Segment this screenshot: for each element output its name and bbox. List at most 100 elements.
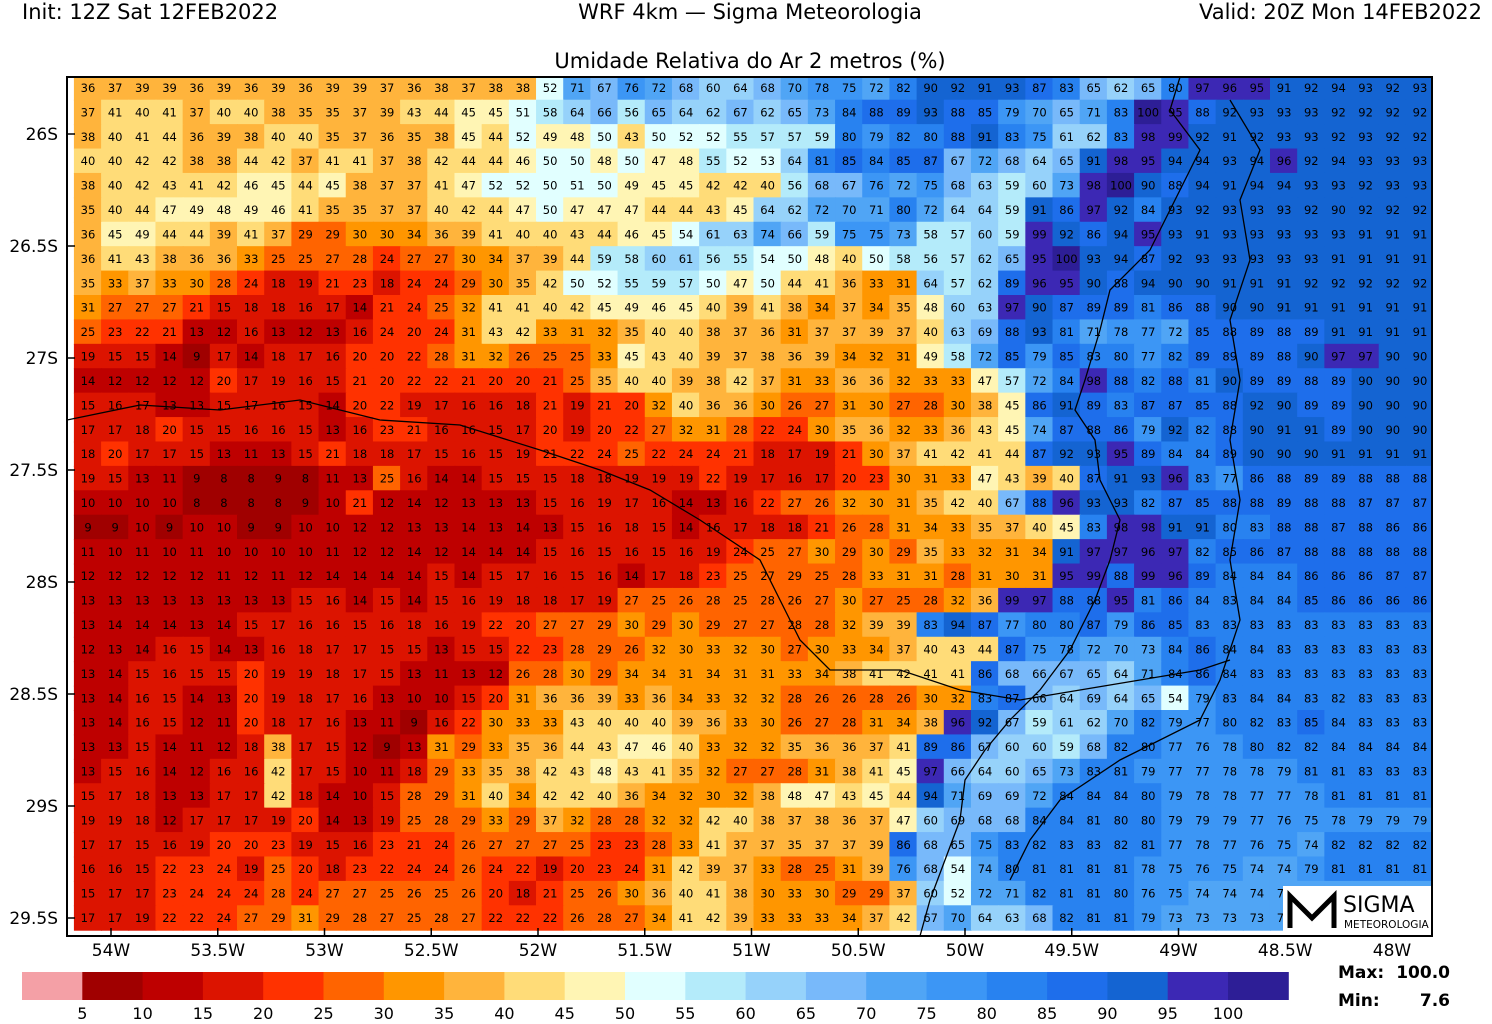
- cell-value: 52: [543, 81, 558, 95]
- cell-value: 21: [325, 276, 340, 290]
- cell-value: 27: [896, 398, 911, 412]
- field-cell: [427, 77, 456, 101]
- field-cell: [1106, 319, 1136, 345]
- cell-value: 42: [951, 496, 966, 510]
- cell-value: 80: [1141, 740, 1156, 754]
- cell-value: 12: [217, 740, 232, 754]
- cell-value: 42: [706, 179, 721, 193]
- field-cell: [1351, 295, 1380, 321]
- cell-value: 65: [1086, 667, 1101, 681]
- cell-value: 32: [896, 374, 911, 388]
- cell-value: 28: [842, 716, 857, 730]
- colorbar-tick-label: 50: [615, 1004, 635, 1020]
- field-cell: [1378, 612, 1407, 638]
- cell-value: 89: [1304, 398, 1319, 412]
- field-cell: [1079, 319, 1108, 345]
- field-cell: [726, 587, 755, 614]
- cell-value: 13: [407, 667, 422, 681]
- cell-value: 78: [1222, 789, 1237, 803]
- cell-value: 8: [302, 472, 309, 486]
- cell-value: 30: [380, 227, 395, 241]
- field-cell: [1188, 417, 1217, 443]
- cell-value: 83: [1304, 642, 1319, 656]
- field-cell: [671, 539, 701, 565]
- cell-value: 42: [135, 179, 150, 193]
- cell-value: 96: [951, 716, 966, 730]
- cell-value: 17: [189, 813, 204, 827]
- colorbar-swatch: [1107, 972, 1169, 1000]
- cell-value: 32: [652, 642, 667, 656]
- cell-value: 37: [869, 911, 884, 925]
- field-cell: [835, 441, 864, 467]
- field-cell: [101, 392, 130, 419]
- cell-value: 67: [842, 179, 857, 193]
- cell-value: 40: [679, 887, 694, 901]
- cell-value: 47: [624, 740, 639, 754]
- cell-value: 14: [461, 472, 476, 486]
- field-cell: [1134, 490, 1163, 516]
- field-cell: [1242, 490, 1271, 516]
- field-cell: [916, 343, 945, 370]
- cell-value: 72: [1168, 325, 1183, 339]
- max-label: Max:: [1338, 963, 1384, 983]
- cell-value: 24: [434, 862, 449, 876]
- cell-value: 35: [842, 423, 857, 437]
- field-cell: [291, 124, 320, 150]
- field-cell: [617, 221, 646, 248]
- cell-value: 97: [1168, 545, 1183, 559]
- cell-value: 21: [353, 496, 368, 510]
- field-cell: [1378, 368, 1407, 394]
- field-cell: [1161, 270, 1190, 296]
- cell-value: 50: [652, 130, 667, 144]
- cell-value: 46: [652, 301, 667, 315]
- field-cell: [1324, 417, 1353, 443]
- cell-value: 20: [244, 716, 259, 730]
- cell-value: 50: [760, 276, 775, 290]
- field-cell: [1079, 514, 1108, 541]
- field-cell: [889, 246, 918, 272]
- cell-value: 58: [624, 252, 639, 266]
- cell-value: 73: [1168, 911, 1183, 925]
- cell-value: 43: [488, 325, 503, 339]
- field-cell: [427, 221, 456, 248]
- cell-value: 35: [353, 203, 368, 217]
- field-cell: [345, 99, 374, 126]
- cell-value: 64: [1114, 667, 1129, 681]
- field-cell: [372, 319, 402, 345]
- lat-label: 29S: [26, 797, 58, 817]
- field-cell: [1405, 319, 1432, 345]
- field-cell: [481, 587, 510, 614]
- cell-value: 78: [1331, 813, 1346, 827]
- cell-value: 27: [787, 545, 802, 559]
- cell-value: 92: [1331, 105, 1346, 119]
- cell-value: 89: [1304, 472, 1319, 486]
- field-cell: [699, 587, 728, 614]
- field-cell: [128, 148, 157, 174]
- lon-label: 51W: [732, 941, 771, 961]
- cell-value: 34: [407, 227, 422, 241]
- cell-value: 88: [1304, 496, 1319, 510]
- cell-value: 30: [679, 618, 694, 632]
- cell-value: 21: [815, 520, 830, 534]
- cell-value: 14: [162, 618, 177, 632]
- cell-value: 89: [923, 740, 938, 754]
- field-cell: [1106, 172, 1136, 199]
- cell-value: 24: [434, 276, 449, 290]
- field-cell: [1405, 77, 1432, 101]
- cell-value: 65: [1032, 765, 1047, 779]
- cell-value: 22: [434, 374, 449, 388]
- cell-value: 18: [760, 520, 775, 534]
- cell-value: 39: [217, 227, 232, 241]
- field-cell: [1242, 465, 1271, 492]
- cell-value: 47: [652, 154, 667, 168]
- cell-value: 19: [652, 472, 667, 486]
- cell-value: 95: [1141, 227, 1156, 241]
- cell-value: 30: [760, 642, 775, 656]
- cell-value: 83: [1358, 691, 1373, 705]
- cell-value: 72: [1032, 789, 1047, 803]
- cell-value: 29: [461, 740, 476, 754]
- cell-value: 55: [706, 154, 721, 168]
- cell-value: 13: [189, 325, 204, 339]
- colorbar-tick-label: 100: [1213, 1004, 1244, 1020]
- cell-value: 33: [108, 276, 123, 290]
